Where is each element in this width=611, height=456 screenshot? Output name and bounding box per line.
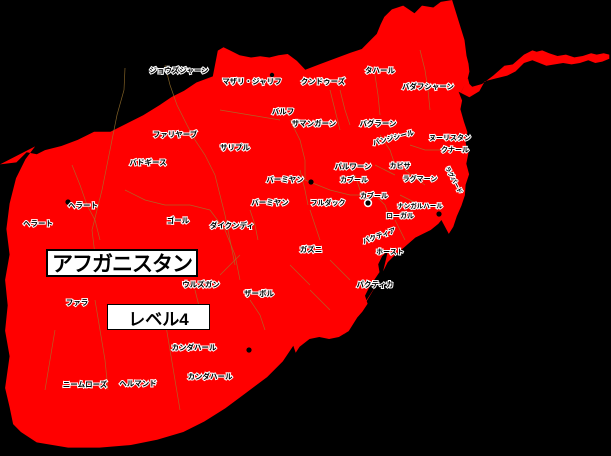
svg-text:バグラーン: バグラーン — [359, 118, 397, 129]
svg-text:ゴール: ゴール — [167, 215, 190, 226]
svg-text:カンダハール: カンダハール — [172, 342, 217, 353]
svg-text:ジョウズジャーン: ジョウズジャーン — [149, 65, 209, 76]
svg-text:ヘラート: ヘラート — [23, 218, 53, 229]
svg-text:ダイクンディ: ダイクンディ — [210, 220, 254, 231]
svg-text:カブール: カブール — [340, 175, 368, 185]
svg-text:フルダック: フルダック — [311, 198, 346, 208]
svg-text:ヘラート: ヘラート — [68, 200, 98, 211]
svg-text:パルワーン: パルワーン — [334, 161, 372, 172]
svg-text:バルフ: バルフ — [272, 106, 295, 117]
svg-text:ローガル: ローガル — [386, 211, 414, 221]
svg-text:カブール: カブール — [360, 191, 388, 201]
svg-text:パクティカ: パクティカ — [356, 279, 393, 290]
svg-text:マザリ・ジャリフ: マザリ・ジャリフ — [222, 76, 282, 87]
svg-text:ファラ: ファラ — [66, 297, 89, 308]
svg-text:ザーボル: ザーボル — [244, 288, 274, 299]
svg-text:バーミヤン: バーミヤン — [251, 197, 289, 208]
svg-text:ラグマーン: ラグマーン — [403, 174, 438, 184]
svg-text:ニームローズ: ニームローズ — [63, 379, 108, 390]
svg-text:ヘルマンド: ヘルマンド — [119, 378, 157, 389]
svg-text:ファリヤーブ: ファリヤーブ — [153, 129, 198, 140]
svg-text:クンドゥーズ: クンドゥーズ — [301, 76, 346, 87]
svg-text:ホースト: ホースト — [376, 247, 404, 257]
svg-text:サリプル: サリプル — [220, 142, 250, 153]
svg-text:ウルズガン: ウルズガン — [182, 279, 220, 290]
svg-text:クナール: クナール — [441, 145, 469, 155]
svg-text:ヌーリスタン: ヌーリスタン — [429, 133, 471, 143]
svg-text:カピサ: カピサ — [390, 161, 411, 171]
svg-text:カンダハール: カンダハール — [188, 371, 233, 382]
svg-text:バーミヤン: バーミヤン — [266, 174, 304, 185]
svg-text:バドギース: バドギース — [129, 157, 166, 168]
svg-text:バダフシャーン: バダフシャーン — [402, 81, 455, 92]
svg-text:サマンガーン: サマンガーン — [292, 118, 337, 129]
svg-text:タハール: タハール — [365, 65, 395, 76]
svg-text:ナンガルハール: ナンガルハール — [397, 200, 443, 210]
svg-text:ガズニ: ガズニ — [300, 244, 323, 255]
